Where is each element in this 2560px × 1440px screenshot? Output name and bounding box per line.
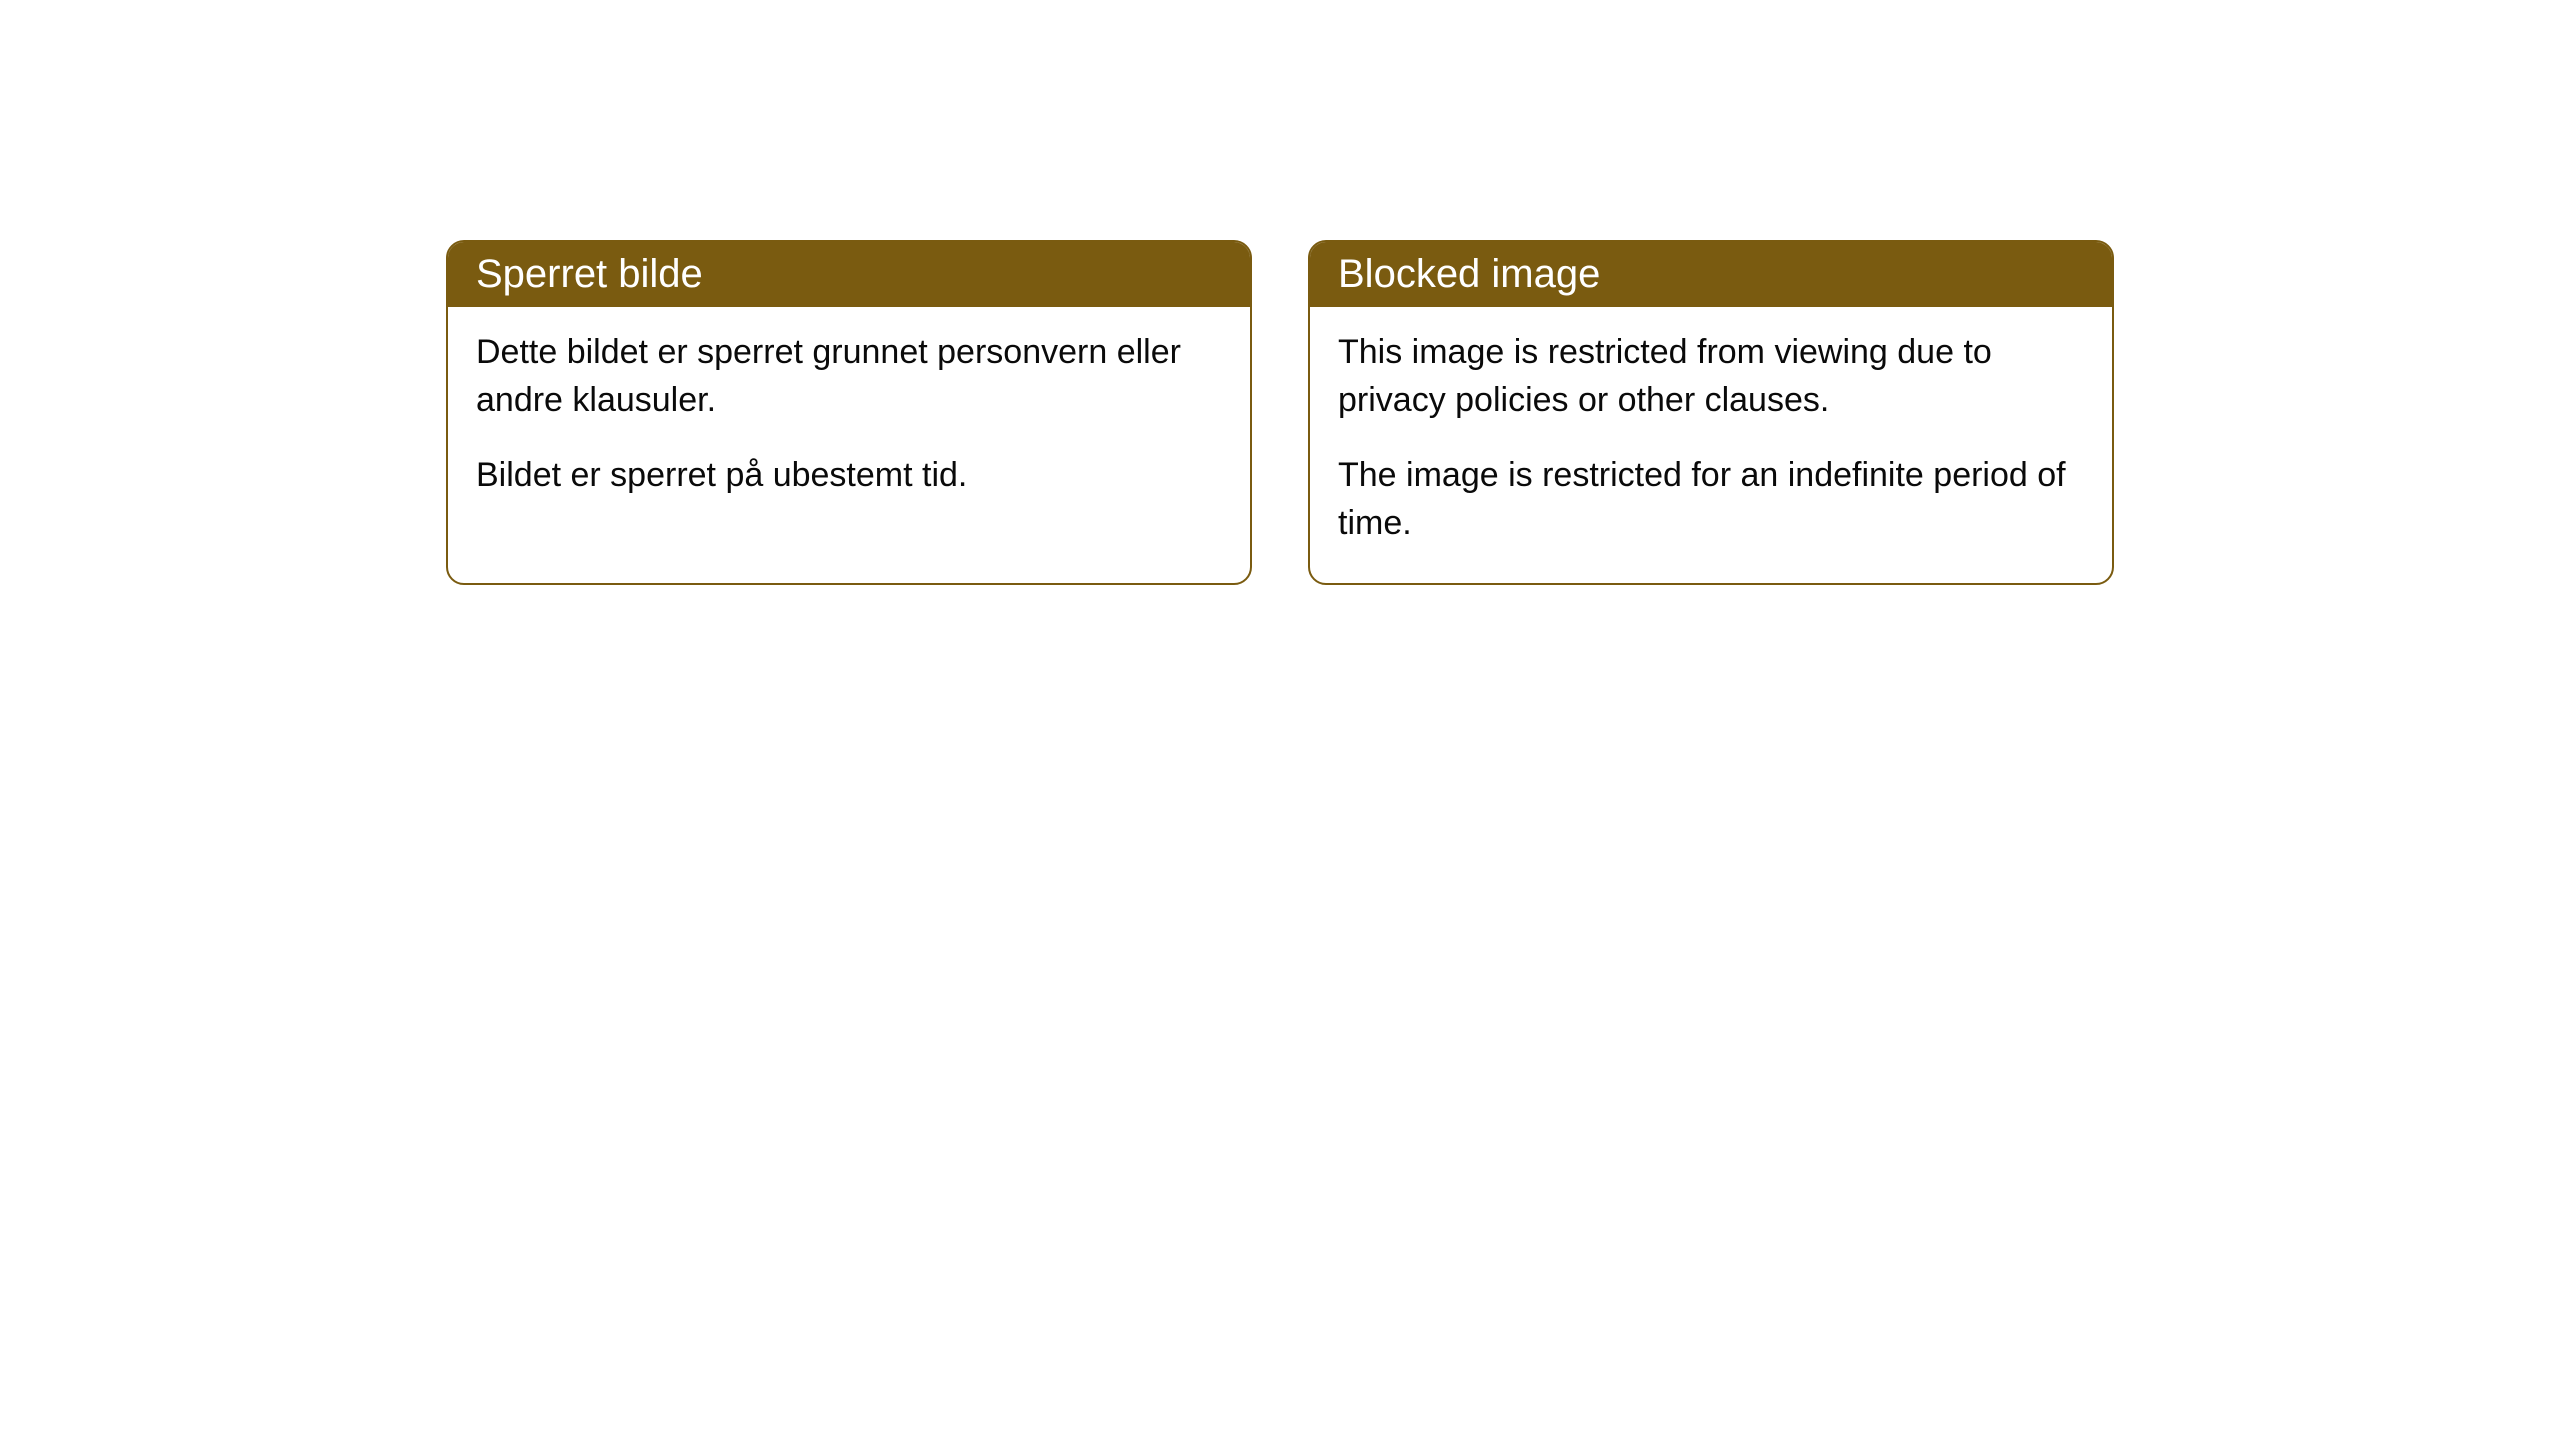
card-paragraph-2: Bildet er sperret på ubestemt tid. (476, 452, 1222, 500)
cards-container: Sperret bilde Dette bildet er sperret gr… (0, 240, 2560, 585)
card-paragraph-2: The image is restricted for an indefinit… (1338, 452, 2084, 547)
card-header-norwegian: Sperret bilde (448, 242, 1250, 307)
card-body-english: This image is restricted from viewing du… (1310, 307, 2112, 583)
card-paragraph-1: This image is restricted from viewing du… (1338, 329, 2084, 424)
card-title-english: Blocked image (1338, 252, 1600, 296)
card-body-norwegian: Dette bildet er sperret grunnet personve… (448, 307, 1250, 536)
card-header-english: Blocked image (1310, 242, 2112, 307)
card-english: Blocked image This image is restricted f… (1308, 240, 2114, 585)
card-norwegian: Sperret bilde Dette bildet er sperret gr… (446, 240, 1252, 585)
card-title-norwegian: Sperret bilde (476, 252, 703, 296)
card-paragraph-1: Dette bildet er sperret grunnet personve… (476, 329, 1222, 424)
